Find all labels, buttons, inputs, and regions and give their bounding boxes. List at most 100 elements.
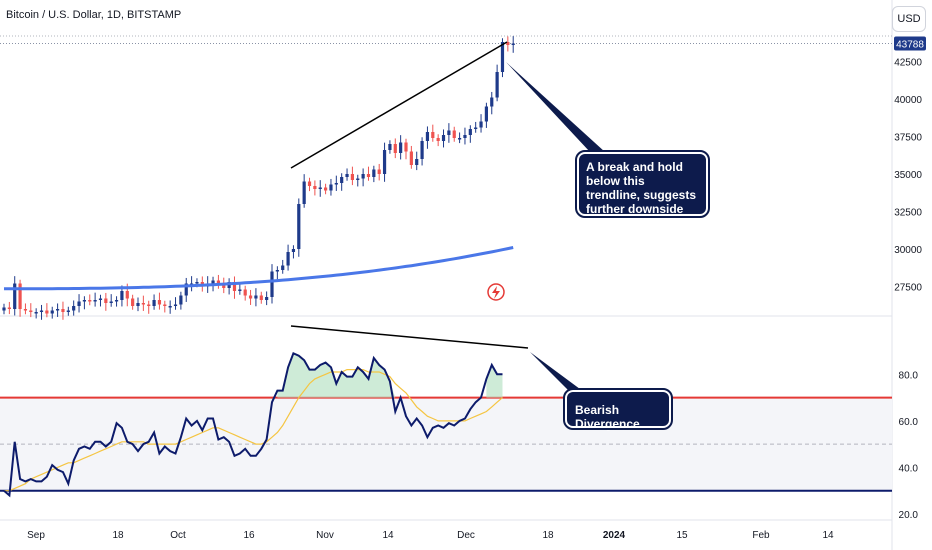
time-tick-label: Nov — [316, 530, 334, 541]
candle-body — [152, 300, 156, 306]
candle-body — [366, 174, 371, 177]
candle-body — [458, 138, 462, 140]
candle-body — [436, 138, 440, 141]
candle-body — [291, 249, 296, 252]
price-tick-label: 32500 — [894, 208, 922, 219]
candle-body — [109, 301, 113, 303]
candle-body — [463, 135, 467, 138]
candle-body — [511, 43, 515, 45]
candle-body — [7, 307, 11, 309]
candle-body — [195, 282, 199, 284]
candle-body — [104, 298, 108, 303]
price-pane[interactable] — [2, 36, 515, 320]
rsi-tick-label: 40.0 — [899, 463, 919, 474]
time-tick-label: 15 — [676, 530, 688, 541]
rsi-tick-label: 80.0 — [899, 370, 919, 381]
candle-body — [141, 303, 145, 305]
candle-body — [382, 150, 387, 174]
divergence-annotation[interactable]: Bearish Divergence — [563, 388, 673, 431]
candle-body — [506, 42, 510, 45]
time-tick-label: 16 — [243, 530, 255, 541]
flash-icon — [487, 283, 505, 301]
candle-body — [265, 297, 269, 300]
candle-body — [431, 132, 435, 138]
candle-body — [350, 174, 354, 180]
candle-body — [211, 280, 215, 284]
candle-body — [474, 127, 478, 129]
candle-body — [88, 300, 92, 302]
candle-body — [270, 271, 274, 297]
rsi-overbought-fill — [277, 353, 503, 398]
candle-body — [72, 306, 76, 311]
candle-body — [468, 129, 472, 135]
time-tick-label: 14 — [382, 530, 394, 541]
candle-body — [281, 265, 285, 270]
candle-body — [82, 300, 86, 302]
candle-body — [114, 300, 119, 302]
candle-body — [447, 130, 451, 135]
price-tick-label: 42500 — [894, 58, 922, 69]
time-tick-label: 14 — [822, 530, 834, 541]
candle-body — [297, 204, 301, 249]
time-tick-label: Dec — [457, 530, 475, 541]
chart-title: Bitcoin / U.S. Dollar, 1D, BITSTAMP — [6, 9, 182, 21]
candle-body — [61, 309, 65, 312]
trendline-callout-pointer — [506, 62, 605, 152]
candle-body — [409, 151, 413, 165]
candle-body — [334, 183, 338, 185]
candle-body — [168, 306, 172, 308]
time-tick-label: Oct — [170, 530, 186, 541]
candle-body — [179, 295, 183, 305]
candle-body — [329, 184, 333, 191]
candle-body — [50, 310, 54, 314]
candle-body — [93, 300, 97, 302]
price-trendline — [290, 41, 508, 169]
candle-body — [131, 298, 135, 306]
moving-average-line — [3, 246, 514, 291]
candle-body — [259, 295, 263, 300]
candle-body — [345, 174, 349, 177]
candle-body — [18, 283, 22, 309]
candle-body — [248, 295, 253, 299]
candle-body — [361, 174, 365, 179]
candle-body — [441, 135, 446, 141]
candle-body — [243, 289, 247, 296]
rsi-pane[interactable] — [0, 351, 892, 498]
candle-body — [120, 291, 124, 300]
rsi-tick-label: 60.0 — [899, 417, 919, 428]
candle-body — [23, 309, 28, 311]
candle-body — [39, 310, 44, 312]
candle-body — [415, 159, 419, 165]
candle-body — [157, 300, 162, 305]
candle-body — [500, 42, 505, 72]
candle-body — [425, 132, 430, 141]
last-price-label: 43788 — [896, 40, 924, 51]
rsi-trendline — [290, 325, 529, 349]
candle-body — [56, 309, 60, 311]
candle-body — [77, 301, 81, 306]
candle-body — [286, 252, 290, 266]
candle-body — [404, 142, 408, 152]
trendline-annotation[interactable]: A break and hold below this trendline, s… — [575, 150, 710, 218]
candle-body — [184, 283, 188, 296]
currency-button[interactable]: USD — [892, 6, 926, 32]
drawings[interactable] — [290, 41, 605, 392]
candle-body — [377, 169, 381, 174]
price-tick-label: 37500 — [894, 133, 922, 144]
axes: 42500 40000 37500 35000 32500 30000 27500 43788… — [27, 36, 926, 541]
divergence-callout-pointer — [530, 352, 584, 392]
candle-body — [254, 295, 258, 299]
candle-body — [275, 270, 279, 272]
candle-body — [238, 289, 242, 291]
candle-body — [356, 178, 360, 180]
candle-body — [173, 304, 178, 306]
candle-body — [34, 312, 38, 314]
candle-body — [147, 304, 151, 306]
candle-body — [479, 121, 483, 128]
price-tick-label: 30000 — [894, 245, 922, 256]
candle-body — [490, 97, 494, 107]
candle-body — [484, 106, 488, 122]
time-tick-label: 2024 — [603, 530, 626, 541]
candle-body — [232, 282, 237, 291]
